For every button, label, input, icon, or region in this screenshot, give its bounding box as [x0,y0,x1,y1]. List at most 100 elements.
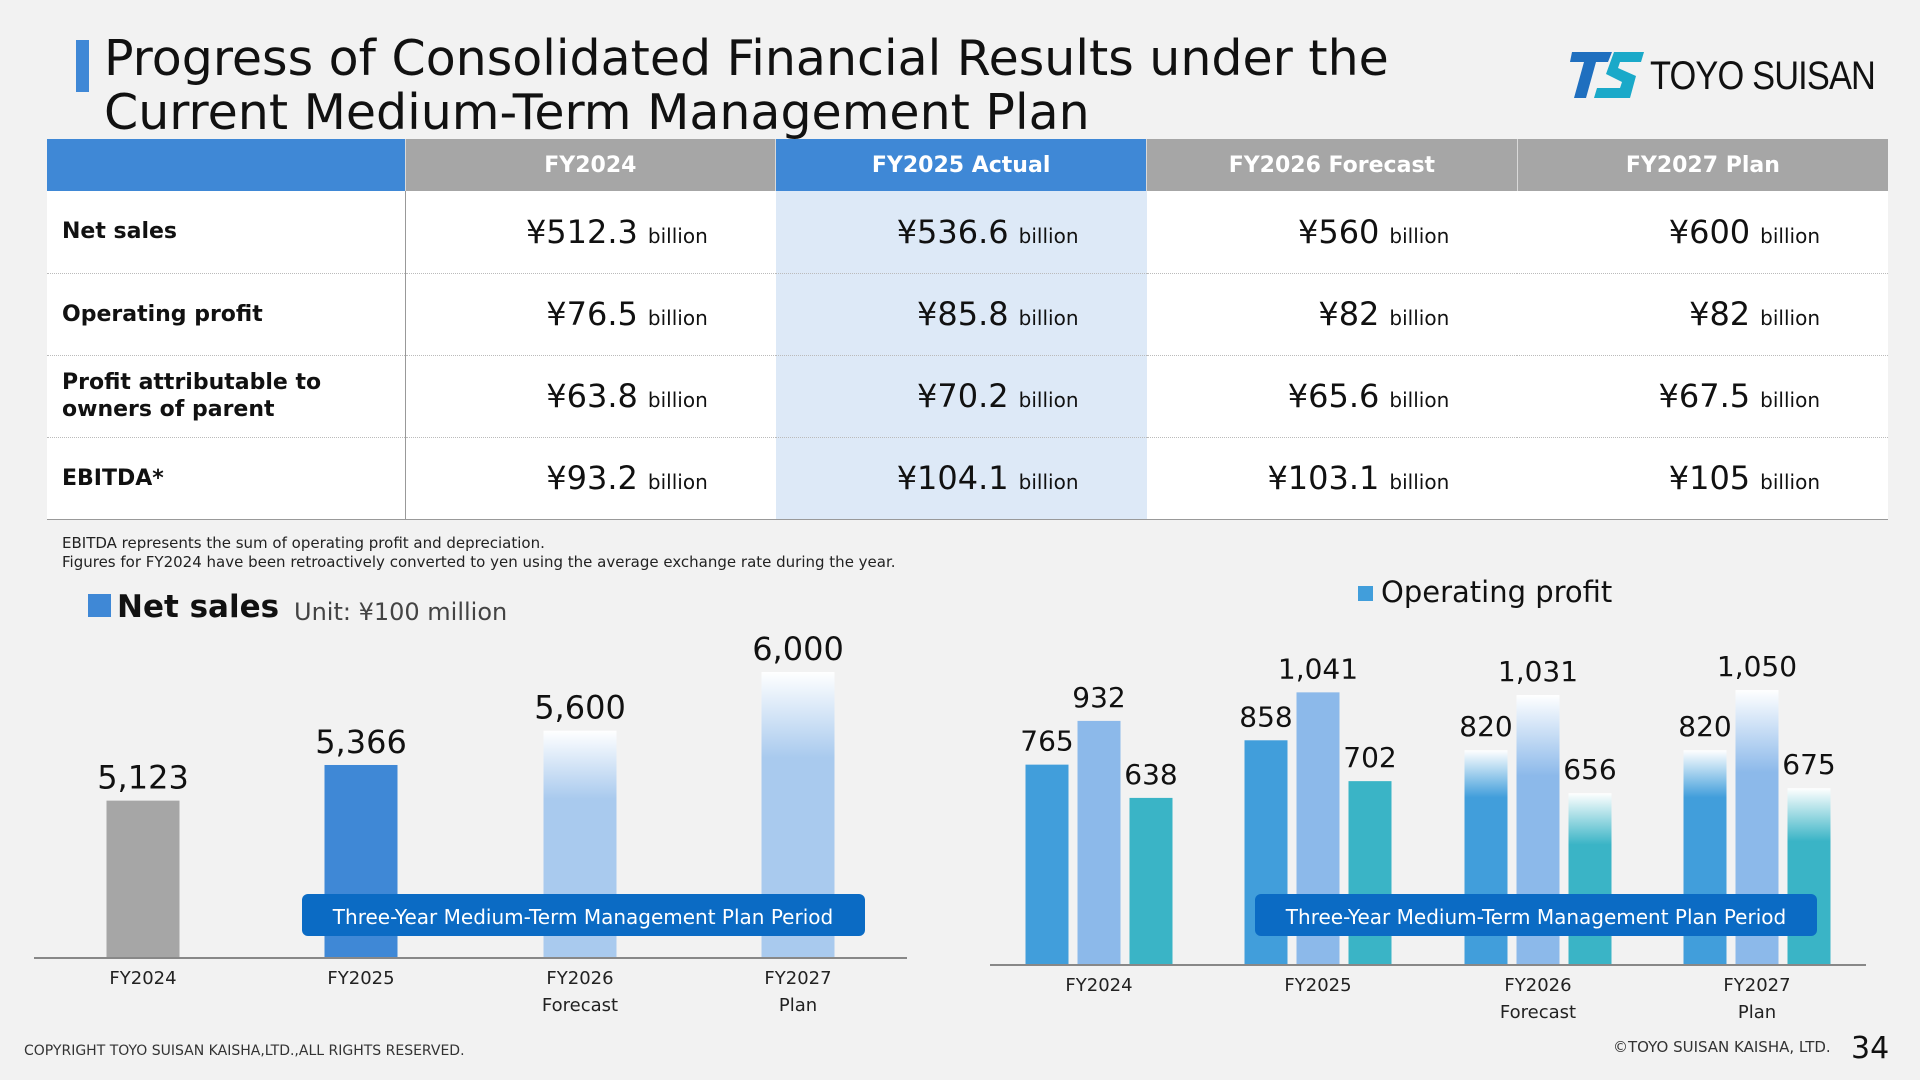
unit-label: billion [1760,388,1820,412]
amount-value: ¥600 [1668,212,1751,251]
unit-label: billion [647,223,708,248]
logo-text: TOYO SUISAN [1650,54,1876,98]
value-cell: ¥70.2 billion [775,355,1147,438]
amount-value: ¥63.8 [546,377,638,415]
net-sales-x-tick-label: FY2024 [109,968,176,989]
column-header-fy2027: FY2027 Plan [1516,139,1888,191]
unit-label: billion [647,388,708,412]
operating-profit-bar [1129,797,1173,965]
ts-logo-icon [1570,52,1644,98]
operating-profit-value-label: 638 [1124,758,1177,791]
amount-value: ¥512.3 [525,212,638,251]
unit-label: billion [647,470,708,494]
operating-profit-value-label: 1,031 [1498,655,1578,688]
value-cell: ¥105 billion [1517,437,1888,520]
operating-profit-legend-swatch [1358,586,1373,601]
value-cell: ¥82 billion [1517,273,1888,356]
amount-value: ¥70.2 [917,377,1009,415]
operating-profit-bar [1568,793,1612,965]
operating-profit-value-label: 656 [1563,753,1616,786]
unit-label: billion [1018,223,1079,248]
table-row-operating-profit: Operating profit ¥76.5 billion ¥85.8 billion… [47,273,1888,356]
unit-label: billion [1389,223,1450,248]
unit-label: billion [647,306,708,330]
net-sales-value-label: 5,123 [97,759,189,797]
net-sales-legend-swatch [88,594,111,617]
row-label: Operating profit [47,273,406,356]
value-cell: ¥104.1 billion [775,437,1147,520]
net-sales-x-tick-label: FY2025 [327,968,394,989]
amount-value: ¥76.5 [546,295,638,333]
amount-value: ¥560 [1297,212,1380,251]
operating-profit-value-label: 820 [1459,710,1512,743]
row-label: EBITDA* [47,437,406,520]
value-cell: ¥85.8 billion [775,273,1147,356]
value-cell: ¥76.5 billion [405,273,776,356]
title-accent-bar [76,40,89,92]
value-cell: ¥536.6 billion [775,191,1147,274]
operating-profit-bar [1025,764,1069,965]
amount-value: ¥104.1 [896,459,1009,497]
amount-value: ¥67.5 [1658,377,1751,415]
copyright-notice: COPYRIGHT TOYO SUISAN KAISHA,LTD.,ALL RI… [24,1043,465,1059]
operating-profit-bar [1787,788,1831,965]
table-row-profit-attributable: Profit attributable to owners of parent ¥… [47,355,1888,438]
table-row-ebitda: EBITDA* ¥93.2 billion ¥104.1 billion ¥103.1 bi… [47,437,1888,520]
column-header-fy2025: FY2025 Actual [775,139,1147,191]
operating-profit-plan-band-label: Three-Year Medium-Term Management Plan P… [1285,905,1786,929]
copyright-short: ©TOYO SUISAN KAISHA, LTD. [1613,1038,1831,1056]
unit-label: billion [1389,388,1450,412]
column-header-fy2024: FY2024 [404,139,776,191]
operating-profit-title: Operating profit [1381,575,1612,609]
amount-value: ¥85.8 [917,295,1009,333]
column-header-fy2026: FY2026 Forecast [1146,139,1518,191]
operating-profit-chart: Operating profit 765 858 820 820 932 1,041 1,0… [990,575,1866,1023]
row-label: Net sales [47,191,406,274]
unit-label: billion [1760,306,1820,330]
amount-value: ¥65.6 [1287,377,1380,415]
table-row-net-sales: Net sales ¥512.3 billion ¥536.6 billion ¥560 b… [47,191,1888,274]
net-sales-value-label: 5,600 [534,689,626,727]
operating-profit-value-label: 702 [1343,741,1396,774]
net-sales-chart: Net sales Unit: ¥100 million 5,123 5,366 5… [34,589,907,1016]
unit-label: billion [1389,306,1450,330]
page-number: 34 [1851,1031,1890,1066]
net-sales-x-tick-label: FY2027 Plan [764,968,831,1016]
operating-profit-value-label: 932 [1072,681,1125,714]
net-sales-x-tick-label: FY2026 Forecast [542,968,618,1016]
amount-value: ¥93.2 [546,459,638,497]
operating-profit-value-label: 765 [1020,725,1073,758]
net-sales-value-label: 6,000 [752,630,844,668]
value-cell: ¥65.6 billion [1146,355,1518,438]
operating-profit-plan-band [1255,894,1817,936]
amount-value: ¥536.6 [896,212,1009,251]
net-sales-plan-band-label: Three-Year Medium-Term Management Plan P… [332,905,833,929]
operating-profit-value-label: 675 [1782,748,1835,781]
value-cell: ¥63.8 billion [405,355,776,438]
table-header-row: FY2024 FY2025 Actual FY2026 Forecast FY2… [47,139,1888,191]
operating-profit-x-tick-label: FY2025 [1284,975,1351,996]
amount-value: ¥103.1 [1267,459,1380,497]
operating-profit-value-label: 1,041 [1278,652,1358,685]
unit-label: billion [1389,470,1450,494]
operating-profit-value-label: 1,050 [1717,650,1797,683]
operating-profit-bar [1348,781,1392,965]
value-cell: ¥82 billion [1146,273,1518,356]
unit-label: billion [1760,223,1820,248]
net-sales-bar [106,800,180,958]
value-cell: ¥93.2 billion [405,437,776,520]
row-label: Profit attributable to owners of parent [47,355,406,438]
net-sales-value-label: 5,366 [315,723,407,761]
unit-label: billion [1760,470,1820,494]
value-cell: ¥67.5 billion [1517,355,1888,438]
operating-profit-x-tick-label: FY2027 Plan [1723,975,1790,1023]
operating-profit-bar [1077,720,1121,965]
value-cell: ¥560 billion [1146,191,1518,274]
amount-value: ¥105 [1668,459,1751,497]
value-cell: ¥512.3 billion [405,191,776,274]
amount-value: ¥82 [1689,295,1751,333]
company-logo: TOYO SUISAN [1566,48,1876,104]
net-sales-plan-band [302,894,865,936]
results-table: FY2024 FY2025 Actual FY2026 Forecast FY2… [47,139,1888,520]
